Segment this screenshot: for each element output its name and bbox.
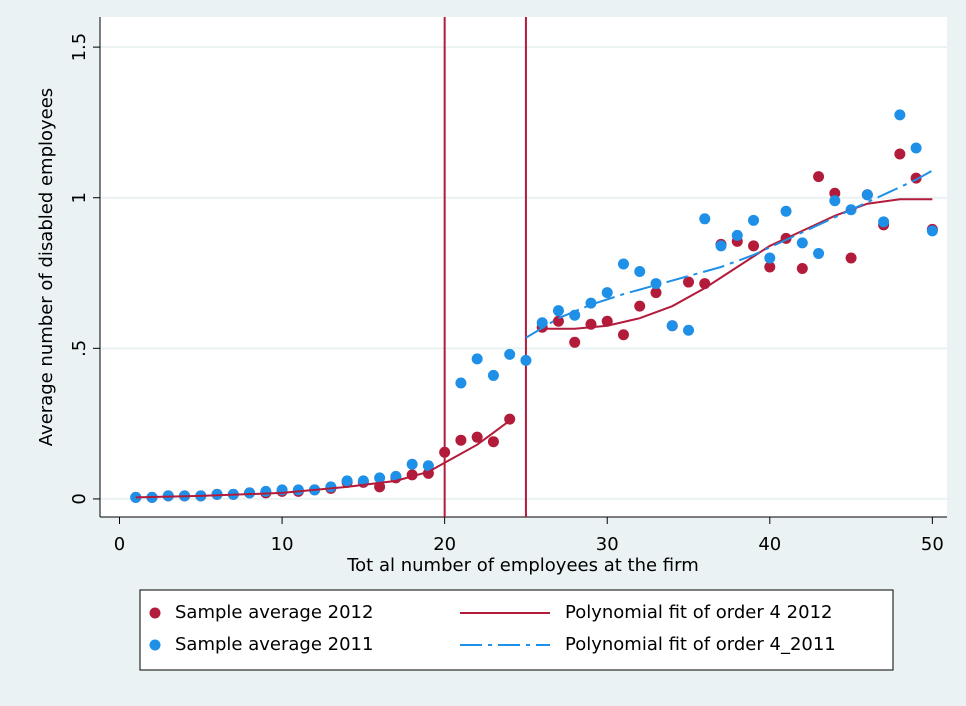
x-tick-label: 50 [921,534,944,555]
data-point [471,353,483,365]
data-point [374,472,386,484]
data-point [552,305,564,317]
data-point [683,276,695,288]
legend-marker [149,607,161,619]
data-point [731,229,743,241]
data-point [471,431,483,443]
data-point [260,485,272,497]
data-point [585,297,597,309]
x-tick-label: 10 [271,534,294,555]
data-point [813,171,825,183]
data-point [406,458,418,470]
fit-line [525,169,933,339]
y-axis-label: Average number of disabled employees [36,88,57,446]
y-tick-label: .5 [69,340,90,357]
y-tick-label: 1 [69,192,90,203]
data-point [715,240,727,252]
data-point [748,214,760,226]
data-point [796,263,808,275]
y-tick-label: 0 [69,493,90,504]
data-point [634,300,646,312]
legend-label: Polynomial fit of order 4_2011 [565,634,836,655]
data-point [894,109,906,121]
plot-area [100,17,947,517]
data-point [552,315,564,327]
y-tick-label: 1.5 [69,33,90,62]
x-tick-label: 0 [114,534,125,555]
data-point [780,205,792,217]
data-point [536,317,548,329]
data-point [617,329,629,341]
data-point [926,225,938,237]
data-point [617,258,629,270]
x-tick-label: 30 [596,534,619,555]
data-point [764,261,776,273]
data-point [861,189,873,201]
x-tick-label: 20 [433,534,456,555]
data-point [487,369,499,381]
data-point [910,142,922,154]
legend [139,589,894,671]
x-axis-label: Tot al number of employees at the firm [346,555,699,576]
data-point [601,287,613,299]
legend-label: Polynomial fit of order 4 2012 [565,602,832,623]
data-point [748,240,760,252]
data-point [244,487,256,499]
data-point [699,213,711,225]
data-point [845,252,857,264]
legend-label: Sample average 2011 [175,634,373,655]
data-point [455,434,467,446]
data-point [878,216,890,228]
data-point [487,436,499,448]
data-point [455,377,467,389]
data-point [341,475,353,487]
data-point [292,484,304,496]
data-point [504,348,516,360]
data-point [650,287,662,299]
data-point [601,315,613,327]
data-point [813,247,825,259]
data-point [764,252,776,264]
data-point [683,324,695,336]
data-point [325,481,337,493]
fit-line [135,198,933,499]
data-point [894,148,906,160]
x-tick-label: 40 [758,534,781,555]
data-point [520,354,532,366]
data-point [422,460,434,472]
data-point [634,266,646,278]
data-point [829,187,841,199]
legend-label: Sample average 2012 [175,602,373,623]
data-point [650,278,662,290]
data-point [666,320,678,332]
data-point [796,237,808,249]
data-point [439,446,451,458]
data-point [829,195,841,207]
legend-marker [149,639,161,651]
data-point [569,336,581,348]
